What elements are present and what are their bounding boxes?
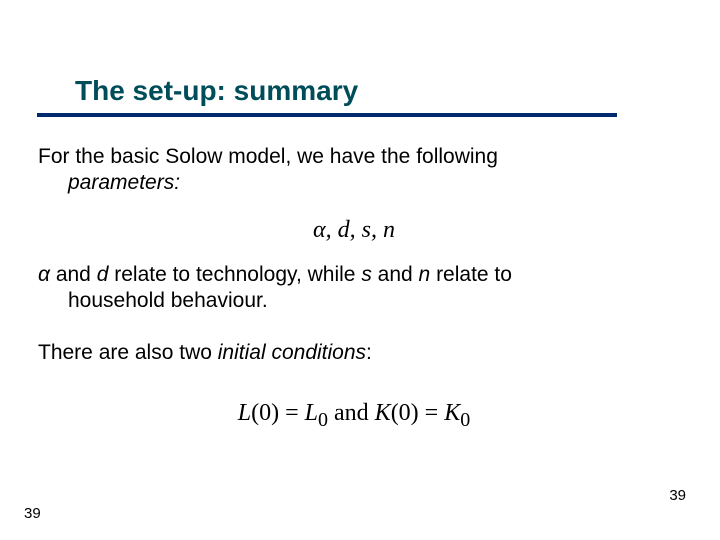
eq2-K: K xyxy=(375,400,391,426)
para2-d: d xyxy=(97,263,109,286)
eq2-open2: (0) = xyxy=(391,400,445,426)
title-block: The set-up: summary xyxy=(75,75,660,117)
eq2-sub0a: 0 xyxy=(318,409,328,431)
para2-b: relate to technology, while xyxy=(108,263,361,286)
eq2-L0: L xyxy=(305,400,318,426)
body-content: For the basic Solow model, we have the f… xyxy=(38,144,670,450)
para2-n: n xyxy=(419,263,431,286)
paragraph-2: α and d relate to technology, while s an… xyxy=(38,262,670,315)
page-number-left: 39 xyxy=(24,505,41,522)
slide-title: The set-up: summary xyxy=(75,75,660,107)
para2-c: and xyxy=(372,263,419,286)
para1-line2: parameters: xyxy=(68,171,180,194)
eq1-text: α, d, s, n xyxy=(313,217,395,243)
para3-a: There are also two xyxy=(38,341,218,364)
para2-alpha: α xyxy=(38,263,50,286)
equation-parameters: α, d, s, n xyxy=(38,217,670,244)
eq2-K0: K xyxy=(444,400,460,426)
paragraph-3: There are also two initial conditions: xyxy=(38,340,670,366)
para3-c: : xyxy=(366,341,372,364)
para2-d2: relate to xyxy=(430,263,512,286)
para1-line1: For the basic Solow model, we have the f… xyxy=(38,145,498,168)
para2-a: and xyxy=(50,263,97,286)
eq2-open: (0) = xyxy=(251,400,305,426)
slide: The set-up: summary For the basic Solow … xyxy=(0,0,720,540)
eq2-L: L xyxy=(238,400,251,426)
title-rule xyxy=(37,113,617,117)
para3-b: initial conditions xyxy=(218,341,366,364)
para2-s: s xyxy=(361,263,372,286)
paragraph-1: For the basic Solow model, we have the f… xyxy=(38,144,670,197)
equation-initial-conditions: L(0) = L0 and K(0) = K0 xyxy=(38,400,670,432)
page-number-right: 39 xyxy=(669,487,686,504)
para2-line2: household behaviour. xyxy=(38,288,670,314)
eq2-and: and xyxy=(328,400,375,426)
eq2-sub0b: 0 xyxy=(460,409,470,431)
